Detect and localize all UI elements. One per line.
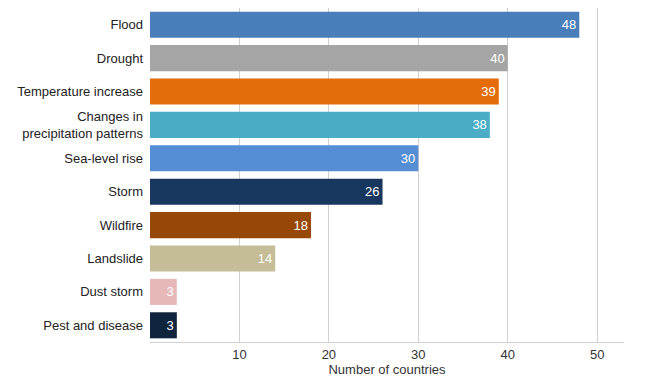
svg-text:14: 14	[258, 251, 272, 266]
svg-text:Temperature increase: Temperature increase	[17, 84, 143, 99]
svg-text:39: 39	[481, 84, 495, 99]
svg-text:Storm: Storm	[108, 184, 143, 199]
svg-text:Pest and disease: Pest and disease	[43, 318, 143, 333]
svg-text:3: 3	[167, 284, 174, 299]
svg-text:Changes inprecipitation patter: Changes inprecipitation patterns	[22, 109, 143, 141]
svg-text:40: 40	[501, 347, 515, 362]
svg-text:Wildfire: Wildfire	[100, 218, 143, 233]
svg-text:50: 50	[590, 347, 604, 362]
svg-text:38: 38	[472, 117, 486, 132]
svg-text:48: 48	[562, 17, 576, 32]
svg-text:3: 3	[167, 318, 174, 333]
svg-text:Dust storm: Dust storm	[80, 284, 143, 299]
svg-text:Flood: Flood	[110, 17, 143, 32]
svg-text:20: 20	[322, 347, 336, 362]
svg-text:26: 26	[365, 184, 379, 199]
svg-text:Number of countries: Number of countries	[328, 362, 446, 377]
svg-text:Landslide: Landslide	[87, 251, 143, 266]
svg-text:Drought: Drought	[97, 51, 144, 66]
svg-text:18: 18	[294, 218, 308, 233]
svg-text:40: 40	[490, 51, 504, 66]
svg-text:10: 10	[232, 347, 246, 362]
svg-text:30: 30	[401, 151, 415, 166]
svg-text:Sea-level rise: Sea-level rise	[64, 151, 143, 166]
svg-text:30: 30	[411, 347, 425, 362]
